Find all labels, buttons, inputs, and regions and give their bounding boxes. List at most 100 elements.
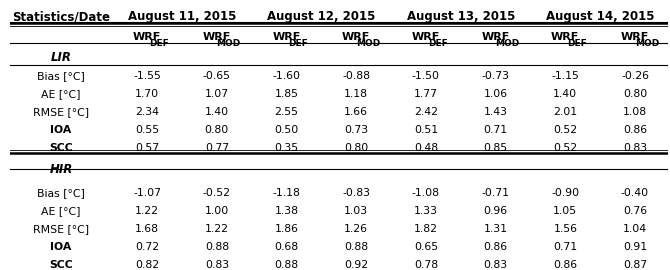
Text: 1.38: 1.38 bbox=[275, 206, 299, 216]
Text: 1.68: 1.68 bbox=[135, 224, 159, 234]
Text: 0.86: 0.86 bbox=[623, 125, 647, 135]
Text: RMSE [°C]: RMSE [°C] bbox=[33, 107, 89, 117]
Text: 0.91: 0.91 bbox=[623, 242, 647, 252]
Text: 0.87: 0.87 bbox=[623, 260, 647, 270]
Text: -0.65: -0.65 bbox=[203, 71, 231, 81]
Text: 0.83: 0.83 bbox=[484, 260, 508, 270]
Text: Statistics/Date: Statistics/Date bbox=[12, 10, 110, 23]
Text: 0.48: 0.48 bbox=[414, 143, 438, 153]
Text: 1.05: 1.05 bbox=[553, 206, 578, 216]
Text: 0.50: 0.50 bbox=[275, 125, 299, 135]
Text: 0.83: 0.83 bbox=[205, 260, 229, 270]
Text: WRF: WRF bbox=[482, 32, 510, 42]
Text: 1.03: 1.03 bbox=[344, 206, 368, 216]
Text: 0.96: 0.96 bbox=[484, 206, 508, 216]
Text: 0.80: 0.80 bbox=[205, 125, 229, 135]
Text: SCC: SCC bbox=[49, 143, 73, 153]
Text: 2.34: 2.34 bbox=[135, 107, 159, 117]
Text: -0.26: -0.26 bbox=[621, 71, 649, 81]
Text: -1.50: -1.50 bbox=[412, 71, 440, 81]
Text: 1.00: 1.00 bbox=[205, 206, 229, 216]
Text: WRF: WRF bbox=[273, 32, 301, 42]
Text: DEF: DEF bbox=[289, 39, 308, 48]
Text: 0.51: 0.51 bbox=[414, 125, 438, 135]
Text: 1.70: 1.70 bbox=[135, 89, 159, 99]
Text: -0.90: -0.90 bbox=[551, 188, 580, 198]
Text: WRF: WRF bbox=[621, 32, 649, 42]
Text: DEF: DEF bbox=[428, 39, 448, 48]
Text: 0.80: 0.80 bbox=[623, 89, 647, 99]
Text: 1.56: 1.56 bbox=[553, 224, 578, 234]
Text: August 13, 2015: August 13, 2015 bbox=[407, 10, 515, 23]
Text: WRF: WRF bbox=[203, 32, 231, 42]
Text: DEF: DEF bbox=[149, 39, 169, 48]
Text: 1.22: 1.22 bbox=[205, 224, 229, 234]
Text: 1.26: 1.26 bbox=[344, 224, 368, 234]
Text: SCC: SCC bbox=[49, 260, 73, 270]
Text: IOA: IOA bbox=[50, 125, 72, 135]
Text: AE [°C]: AE [°C] bbox=[42, 206, 81, 216]
Text: WRF: WRF bbox=[133, 32, 161, 42]
Text: 2.42: 2.42 bbox=[414, 107, 438, 117]
Text: 1.22: 1.22 bbox=[135, 206, 159, 216]
Text: 1.07: 1.07 bbox=[205, 89, 229, 99]
Text: 0.80: 0.80 bbox=[344, 143, 368, 153]
Text: DEF: DEF bbox=[567, 39, 587, 48]
Text: WRF: WRF bbox=[342, 32, 371, 42]
Text: 0.35: 0.35 bbox=[275, 143, 299, 153]
Text: -1.07: -1.07 bbox=[133, 188, 161, 198]
Text: 0.52: 0.52 bbox=[553, 143, 578, 153]
Text: 0.72: 0.72 bbox=[135, 242, 159, 252]
Text: MOD: MOD bbox=[495, 39, 519, 48]
Text: 0.76: 0.76 bbox=[623, 206, 647, 216]
Text: 0.71: 0.71 bbox=[553, 242, 578, 252]
Text: 0.88: 0.88 bbox=[344, 242, 368, 252]
Text: WRF: WRF bbox=[412, 32, 440, 42]
Text: -1.15: -1.15 bbox=[551, 71, 580, 81]
Text: 1.82: 1.82 bbox=[414, 224, 438, 234]
Text: 0.83: 0.83 bbox=[623, 143, 647, 153]
Text: 0.78: 0.78 bbox=[414, 260, 438, 270]
Text: MOD: MOD bbox=[356, 39, 380, 48]
Text: -1.18: -1.18 bbox=[273, 188, 300, 198]
Text: Bias [°C]: Bias [°C] bbox=[37, 188, 85, 198]
Text: RMSE [°C]: RMSE [°C] bbox=[33, 224, 89, 234]
Text: HIR: HIR bbox=[50, 163, 72, 176]
Text: 0.57: 0.57 bbox=[135, 143, 159, 153]
Text: -0.40: -0.40 bbox=[621, 188, 649, 198]
Text: 1.04: 1.04 bbox=[623, 224, 647, 234]
Text: -1.60: -1.60 bbox=[273, 71, 301, 81]
Text: -0.73: -0.73 bbox=[482, 71, 510, 81]
Text: AE [°C]: AE [°C] bbox=[42, 89, 81, 99]
Text: 2.55: 2.55 bbox=[275, 107, 299, 117]
Text: 0.73: 0.73 bbox=[344, 125, 368, 135]
Text: 0.88: 0.88 bbox=[275, 260, 299, 270]
Text: 0.68: 0.68 bbox=[275, 242, 299, 252]
Text: 1.85: 1.85 bbox=[275, 89, 299, 99]
Text: 1.66: 1.66 bbox=[344, 107, 368, 117]
Text: 0.55: 0.55 bbox=[135, 125, 159, 135]
Text: 0.92: 0.92 bbox=[344, 260, 368, 270]
Text: Bias [°C]: Bias [°C] bbox=[37, 71, 85, 81]
Text: -0.88: -0.88 bbox=[342, 71, 371, 81]
Text: 1.40: 1.40 bbox=[553, 89, 578, 99]
Text: 1.40: 1.40 bbox=[205, 107, 229, 117]
Text: 1.06: 1.06 bbox=[484, 89, 508, 99]
Text: -1.55: -1.55 bbox=[133, 71, 161, 81]
Text: 0.65: 0.65 bbox=[414, 242, 438, 252]
Text: MOD: MOD bbox=[634, 39, 659, 48]
Text: -0.83: -0.83 bbox=[342, 188, 371, 198]
Text: 1.31: 1.31 bbox=[484, 224, 508, 234]
Text: 1.33: 1.33 bbox=[414, 206, 438, 216]
Text: LIR: LIR bbox=[51, 51, 72, 65]
Text: 0.52: 0.52 bbox=[553, 125, 578, 135]
Text: WRF: WRF bbox=[551, 32, 580, 42]
Text: 0.77: 0.77 bbox=[205, 143, 229, 153]
Text: -0.71: -0.71 bbox=[482, 188, 510, 198]
Text: 0.88: 0.88 bbox=[205, 242, 229, 252]
Text: August 11, 2015: August 11, 2015 bbox=[128, 10, 237, 23]
Text: 0.85: 0.85 bbox=[484, 143, 508, 153]
Text: IOA: IOA bbox=[50, 242, 72, 252]
Text: -0.52: -0.52 bbox=[203, 188, 231, 198]
Text: 0.71: 0.71 bbox=[484, 125, 508, 135]
